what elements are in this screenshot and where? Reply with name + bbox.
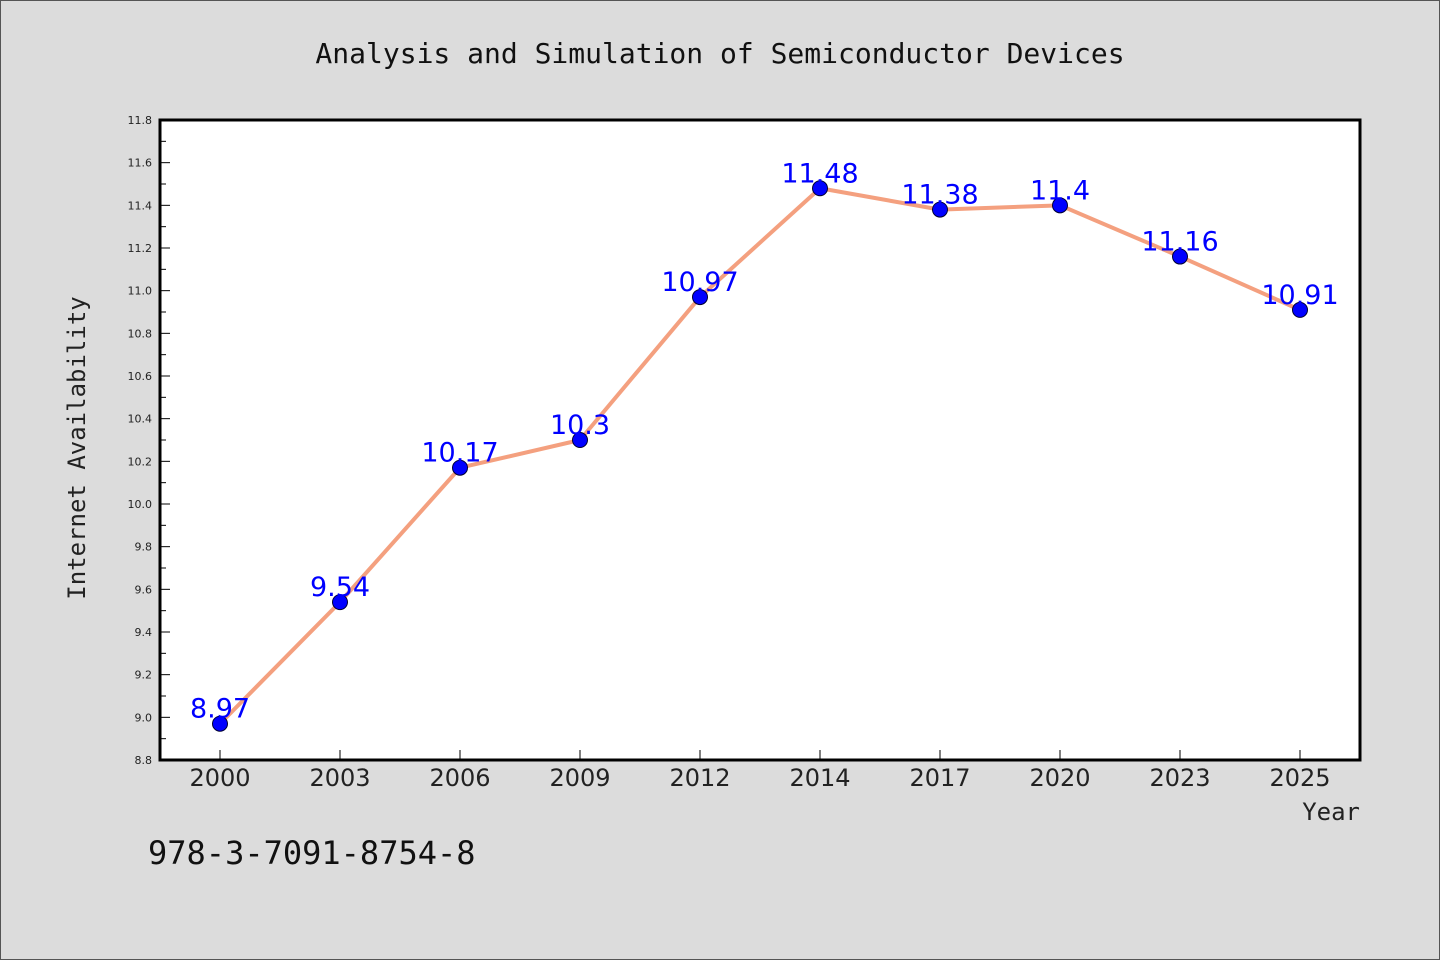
- data-label: 10.17: [421, 438, 498, 469]
- data-label: 10.97: [661, 267, 738, 298]
- y-tick-label: 10.4: [128, 413, 153, 426]
- data-point: [692, 289, 708, 306]
- isbn-footer: 978-3-7091-8754-8: [148, 834, 476, 872]
- x-tick-label: 2014: [789, 764, 850, 792]
- x-tick-label: 2017: [909, 764, 970, 792]
- data-point: [452, 459, 468, 476]
- x-tick-label: 2025: [1269, 764, 1330, 792]
- y-tick-label: 10.2: [128, 455, 153, 468]
- x-tick-label: 2020: [1029, 764, 1090, 792]
- data-point: [572, 432, 588, 448]
- y-axis-label: Internet Availability: [63, 296, 91, 599]
- data-label: 9.54: [310, 572, 370, 603]
- data-label: 11.38: [901, 180, 978, 211]
- x-axis: 2000 2003 2006 2009 2012 2014 2017 2020 2023 2025: [189, 750, 1331, 792]
- x-tick-label: 2012: [669, 764, 730, 792]
- y-tick-label: 9.0: [135, 711, 153, 724]
- y-tick-label: 11.0: [128, 285, 153, 298]
- data-point: [1172, 248, 1188, 265]
- series-layer: [212, 180, 1308, 732]
- y-tick-label: 11.6: [128, 157, 153, 170]
- y-tick-label: 10.0: [128, 498, 153, 511]
- chart-title: Analysis and Simulation of Semiconductor…: [315, 37, 1124, 70]
- y-tick-label: 9.2: [135, 669, 153, 682]
- y-tick-label: 11.4: [128, 199, 153, 212]
- y-tick-label: 8.8: [135, 754, 153, 767]
- data-point: [932, 201, 948, 218]
- x-axis-label: Year: [1302, 798, 1360, 826]
- y-tick-label: 10.6: [128, 370, 153, 383]
- data-labels-layer: 8.97 9.54 10.17 10.3 10.97 11.48 11.38 11.4 11.1…: [190, 158, 1339, 724]
- series-line: [218, 186, 1301, 726]
- data-point: [812, 180, 828, 197]
- y-tick-label: 11.2: [128, 242, 153, 255]
- data-point: [332, 594, 348, 611]
- y-tick-label: 9.4: [135, 626, 153, 639]
- data-point: [1292, 301, 1308, 318]
- data-label: 11.4: [1030, 175, 1090, 206]
- data-label: 10.91: [1261, 280, 1338, 311]
- data-label: 8.97: [190, 694, 250, 725]
- x-tick-label: 2023: [1149, 764, 1210, 792]
- data-point: [1052, 197, 1068, 214]
- x-tick-label: 2000: [189, 764, 250, 792]
- y-tick-label: 11.8: [128, 114, 153, 127]
- data-point: [212, 715, 228, 732]
- x-tick-label: 2009: [549, 764, 610, 792]
- x-tick-label: 2006: [429, 764, 490, 792]
- y-tick-label: 9.8: [135, 541, 153, 554]
- data-label: 11.48: [781, 158, 858, 189]
- y-tick-label: 10.8: [128, 327, 153, 340]
- data-label: 11.16: [1141, 227, 1218, 258]
- x-tick-label: 2003: [309, 764, 370, 792]
- data-label: 10.3: [550, 410, 610, 441]
- y-tick-label: 9.6: [135, 583, 153, 596]
- plot-area: [158, 118, 1362, 762]
- y-axis: 8.8 9.0 9.2 9.4 9.6 9.8 10.0 10.2 10.4 10.6 10.8 11…: [128, 114, 170, 767]
